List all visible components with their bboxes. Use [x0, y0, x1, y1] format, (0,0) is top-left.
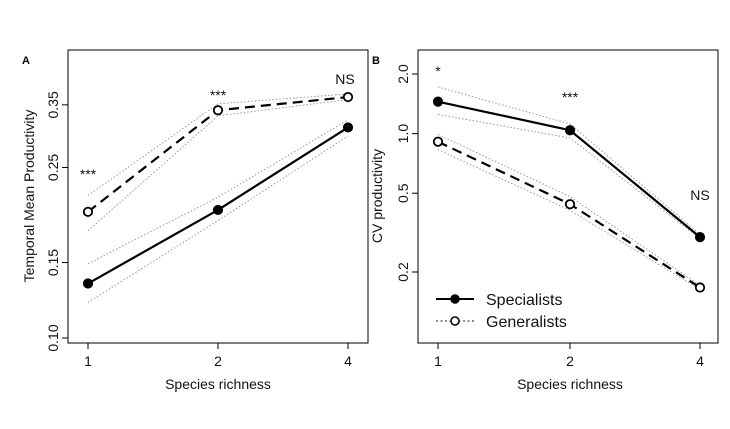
- panel-a-specialists-point-2: [342, 122, 354, 133]
- panel-b-specialists-point-1: [564, 125, 576, 136]
- panel-b-plot-area: [432, 86, 706, 293]
- panel-a-ylabel: Temporal Mean Productivity: [21, 110, 37, 283]
- panel-b-generalists-point-1: [564, 199, 576, 210]
- panel-b-specialists-ci-lower: [437, 113, 701, 239]
- panel-b-specialists-ci-upper: [437, 86, 701, 235]
- panel-a-ytick-label-1: 0.15: [45, 249, 61, 276]
- panel-b-annotation-3: NS: [690, 187, 709, 203]
- panel-b-ytick-label-1: 0.5: [395, 183, 411, 203]
- panel-b-ytick-label-3: 2.0: [395, 64, 411, 84]
- panel-b-x-axis: 1 2 4: [434, 343, 704, 369]
- panel-b-letter: B: [372, 55, 380, 67]
- panel-a-y-axis: 0.10 0.15 0.25 0.35: [45, 91, 68, 352]
- panel-a-annotation-3: NS: [335, 71, 354, 87]
- panel-a-xtick-label-2: 4: [344, 353, 352, 369]
- panel-a: A Temporal Mean Productivity Species ric…: [21, 49, 369, 392]
- panel-b-specialists-point-0: [432, 96, 444, 107]
- panel-a-ytick-label-0: 0.10: [45, 324, 61, 351]
- panel-a-specialists-ci-upper: [87, 119, 349, 265]
- panel-a-plot-area: [82, 91, 354, 303]
- panel-b: B CV productivity Species richness 0.20.…: [369, 49, 719, 392]
- panel-a-generalists-ci-upper: [87, 93, 349, 196]
- panel-a-xlabel: Species richness: [165, 376, 271, 392]
- panel-a-ytick-label-3: 0.35: [45, 91, 61, 118]
- panel-b-xlabel: Species richness: [517, 376, 623, 392]
- panel-b-frame: [417, 49, 719, 344]
- panel-a-annotation-1: ***: [80, 166, 97, 182]
- legend: Specialists Generalists: [436, 292, 567, 331]
- panel-a-letter: A: [22, 55, 30, 67]
- panel-a-generalists-point-0: [82, 206, 94, 217]
- panel-a-generalists-point-1: [212, 105, 224, 116]
- panel-b-ylabel: CV productivity: [369, 149, 385, 243]
- panel-b-ytick-label-2: 1.0: [395, 124, 411, 144]
- panel-b-xtick-label-1: 2: [566, 353, 574, 369]
- panel-b-generalists-point-2: [694, 282, 706, 293]
- legend-specialists-marker: [450, 294, 460, 304]
- panel-b-annotation-2: ***: [562, 89, 579, 105]
- legend-generalists-label: Generalists: [486, 314, 567, 331]
- panel-b-xtick-label-0: 1: [434, 353, 442, 369]
- panel-a-specialists-ci-lower: [87, 135, 349, 303]
- panel-b-generalists-line: [437, 140, 701, 289]
- panel-b-ytick-label-0: 0.2: [395, 262, 411, 282]
- panel-b-specialists-point-2: [694, 232, 706, 243]
- panel-b-annotation-1: *: [435, 63, 441, 79]
- panel-b-generalists-point-0: [432, 136, 444, 147]
- panel-a-generalists-point-2: [342, 91, 354, 103]
- panel-a-xtick-label-0: 1: [84, 353, 92, 369]
- panel-b-generalists-ci-lower: [437, 149, 701, 291]
- panel-b-y-axis: 0.2 0.5 1.0 2.0: [395, 64, 418, 282]
- legend-generalists-marker: [450, 316, 460, 326]
- panel-b-xtick-label-2: 4: [696, 353, 704, 369]
- panel-a-specialists-point-1: [212, 204, 224, 216]
- panel-a-ytick-label-2: 0.25: [45, 154, 61, 181]
- panel-a-x-axis: 1 2 4: [84, 343, 352, 369]
- panel-a-annotation-2: ***: [210, 87, 227, 103]
- panel-a-specialists-point-0: [82, 278, 94, 289]
- panel-b-specialists-line: [437, 100, 701, 238]
- panel-a-xtick-label-1: 2: [214, 353, 222, 369]
- legend-specialists-label: Specialists: [486, 292, 562, 309]
